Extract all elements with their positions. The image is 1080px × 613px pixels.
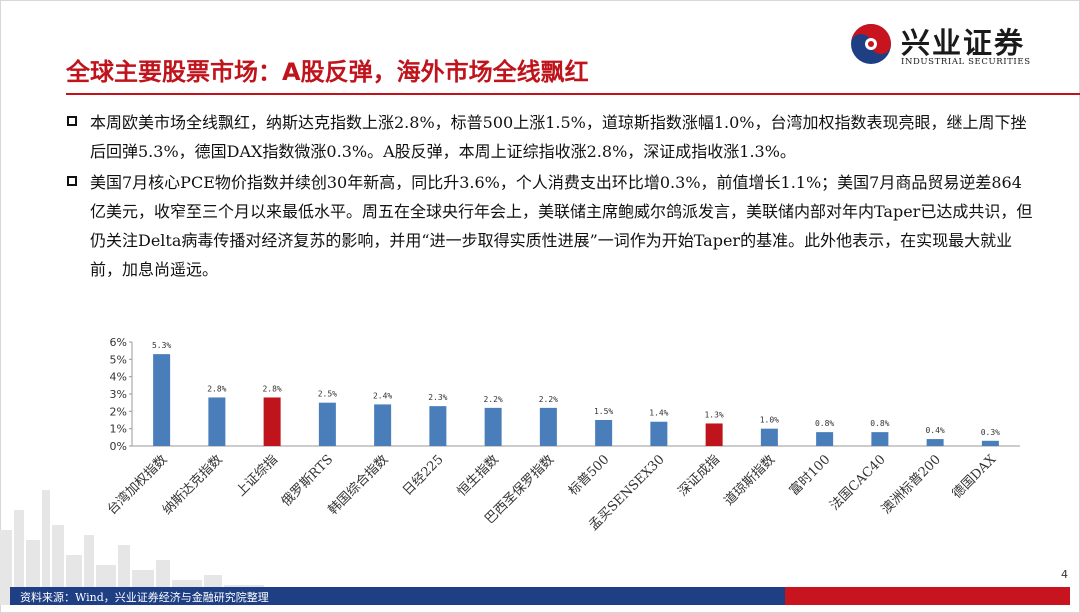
bar [705,423,723,446]
source-note: 资料来源：Wind，兴业证券经济与金融研究院整理 [20,591,269,604]
bar [208,397,226,446]
bar [153,354,171,446]
data-label: 2.2% [483,395,502,404]
square-bullet-icon [67,116,77,126]
data-label: 2.2% [539,395,558,404]
data-label: 2.3% [428,393,447,402]
x-tick-label: 韩国综合指数 [326,452,392,518]
bar-chart: 0%1%2%3%4%5%6% 5.3%台湾加权指数2.8%纳斯达克指数2.8%上证… [104,336,1020,534]
x-tick-label: 法国CAC40 [827,452,888,513]
x-tick-label: 日经225 [400,452,447,499]
data-label: 1.0% [760,416,779,425]
data-label: 2.8% [207,384,226,393]
bullet-list: 本周欧美市场全线飘红，纳斯达克指数上涨2.8%，标普500上涨1.5%，道琼斯指… [64,108,1034,286]
x-tick-label: 上证综指 [234,452,281,499]
x-tick-label: 深证成指 [676,452,723,499]
bar [429,406,447,446]
square-bullet-icon [67,176,77,186]
x-tick-label: 恒生指数 [455,452,502,499]
title-divider [66,93,1080,95]
data-label: 0.4% [925,426,944,435]
bar [816,432,834,446]
bar [539,407,557,446]
bullet-item: 本周欧美市场全线飘红，纳斯达克指数上涨2.8%，标普500上涨1.5%，道琼斯指… [64,108,1034,166]
bar [650,421,668,446]
y-tick-label: 2% [110,405,127,418]
footer-red-band [785,587,1070,605]
bar [871,432,889,446]
data-label: 5.3% [152,341,171,350]
data-label: 2.5% [318,390,337,399]
bar [926,439,944,446]
data-label: 0.8% [815,419,834,428]
logo-name-en: INDUSTRIAL SECURITIES [901,57,1031,67]
bar [760,428,778,446]
data-label: 1.5% [594,407,613,416]
x-tick-label: 德国DAX [950,452,1000,502]
bar [263,397,281,446]
y-tick-label: 1% [110,423,127,436]
bar [595,420,613,446]
data-label: 0.3% [981,428,1000,437]
footer-bar: 资料来源：Wind，兴业证券经济与金融研究院整理 [10,587,1070,605]
y-tick-label: 3% [110,388,127,401]
data-label: 2.8% [262,384,281,393]
bar [374,404,392,446]
data-label: 2.4% [373,391,392,400]
page-number: 4 [1061,568,1068,581]
page-title: 全球主要股票市场：A股反弹，海外市场全线飘红 [66,58,589,86]
bar [981,440,999,446]
y-tick-label: 5% [110,353,127,366]
bar [318,402,336,446]
x-tick-label: 富时100 [786,452,833,499]
x-tick-label: 澳洲标普200 [878,452,944,518]
y-tick-label: 6% [110,336,127,349]
y-tick-label: 4% [110,371,127,384]
logo-name-cn: 兴业证券 [901,26,1026,60]
bar [484,407,502,446]
bullet-item: 美国7月核心PCE物价指数并续创30年新高，同比升3.6%，个人消费支出环比增0… [64,168,1034,284]
x-tick-label: 道琼斯指数 [722,452,779,509]
x-tick-label: 标普500 [566,452,613,499]
data-label: 0.8% [870,419,889,428]
data-label: 1.3% [704,410,723,419]
footer-blue-band [10,587,785,605]
bullet-text: 本周欧美市场全线飘红，纳斯达克指数上涨2.8%，标普500上涨1.5%，道琼斯指… [90,113,1027,161]
x-tick-label: 纳斯达克指数 [160,452,226,518]
bullet-text: 美国7月核心PCE物价指数并续创30年新高，同比升3.6%，个人消费支出环比增0… [90,173,1033,279]
company-logo: 兴业证券 INDUSTRIAL SECURITIES [849,20,1064,70]
logo-swirl-icon [851,24,891,64]
x-tick-label: 俄罗斯RTS [279,452,336,509]
data-label: 1.4% [649,409,668,418]
y-tick-label: 0% [110,440,127,453]
